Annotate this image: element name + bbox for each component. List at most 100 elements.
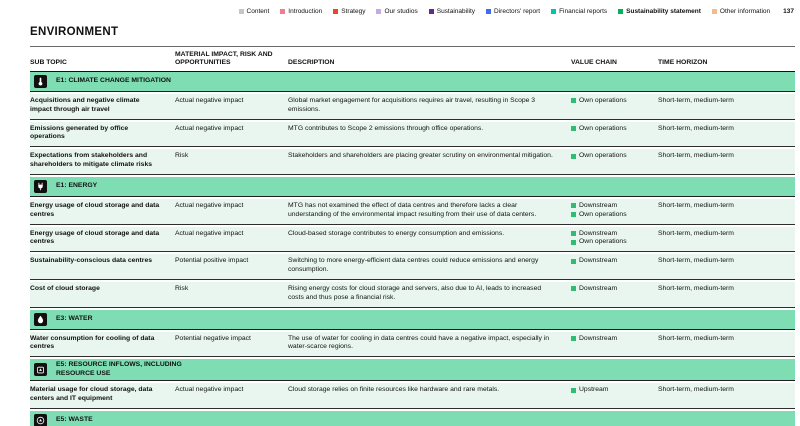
value-chain-cell: Downstream Own operations: [571, 230, 658, 248]
section-header: E5: RESOURCE INFLOWS, INCLUDING RESOURCE…: [30, 359, 795, 382]
legend-item: Our studios: [376, 8, 418, 15]
legend-label: Content: [246, 8, 270, 15]
legend-label: Directors' report: [494, 8, 541, 15]
legend-item: Financial reports: [551, 8, 607, 15]
page-number: 137: [783, 8, 794, 15]
sub-topic-cell: Expectations from stakeholders and share…: [30, 152, 153, 169]
plug-icon: [34, 179, 47, 193]
section-header: E1: CLIMATE CHANGE MITIGATION: [30, 71, 795, 92]
col-time-horizon: TIME HORIZON: [658, 59, 708, 67]
legend-item: Strategy: [333, 8, 365, 15]
table-header-row: SUB TOPIC MATERIAL IMPACT, RISK AND OPPO…: [30, 46, 795, 72]
value-chain-cell: Own operations: [571, 97, 658, 115]
value-chain-entry: Downstream: [571, 230, 644, 239]
value-chain-label: Downstream: [579, 201, 618, 209]
value-chain-entry: Downstream: [571, 202, 644, 211]
section-header: E5: WASTE: [30, 410, 795, 426]
value-chain-entry: Own operations: [571, 97, 644, 106]
legend-item: Directors' report: [486, 8, 540, 15]
value-chain-label: Own operations: [579, 210, 627, 218]
thermometer-icon: [34, 74, 47, 88]
value-chain-cell: Upstream: [571, 386, 658, 404]
value-chain-cell: Own operations: [571, 152, 658, 170]
value-chain-entry: Downstream: [571, 335, 644, 344]
time-horizon-cell: Short-term, medium-term: [658, 229, 734, 237]
value-chain-entry: Own operations: [571, 211, 644, 220]
legend-label: Sustainability: [436, 8, 476, 15]
impact-cell: Risk: [175, 284, 189, 292]
section-header: E3: WATER: [30, 309, 795, 330]
value-chain-entry: Upstream: [571, 386, 644, 395]
section-label: E5: WASTE: [56, 416, 93, 424]
description-cell: Stakeholders and shareholders are placin…: [288, 152, 553, 160]
table-row: Emissions generated by office operations…: [30, 121, 795, 148]
table-row: Water consumption for cooling of data ce…: [30, 331, 795, 358]
value-chain-bullet: [571, 286, 576, 292]
time-horizon-cell: Short-term, medium-term: [658, 334, 734, 342]
legend-swatch: [711, 9, 717, 14]
value-chain-cell: Downstream Own operations: [571, 202, 658, 220]
value-chain-cell: Downstream: [571, 335, 658, 353]
waste-icon: [34, 413, 47, 426]
description-cell: Switching to more energy-efficient data …: [288, 257, 539, 274]
table-row: Expectations from stakeholders and share…: [30, 149, 795, 175]
time-horizon-cell: Short-term, medium-term: [658, 284, 734, 292]
value-chain-entry: Downstream: [571, 257, 644, 266]
table-body: E1: CLIMATE CHANGE MITIGATION Acquisition…: [30, 71, 795, 426]
table-row: Energy usage of cloud storage and data c…: [30, 198, 795, 225]
time-horizon-cell: Short-term, medium-term: [658, 386, 734, 394]
value-chain-label: Own operations: [579, 238, 627, 246]
value-chain-bullet: [571, 98, 576, 104]
section-label: E5: RESOURCE INFLOWS, INCLUDING RESOURCE…: [56, 361, 182, 377]
legend-label: Introduction: [288, 8, 323, 15]
legend-item: Sustainability: [428, 8, 476, 15]
value-chain-cell: Own operations: [571, 125, 658, 143]
impact-cell: Potential positive impact: [175, 257, 249, 265]
time-horizon-cell: Short-term, medium-term: [658, 152, 734, 160]
legend-item: Sustainability statement: [618, 8, 701, 15]
description-cell: Global market engagement for acquisition…: [288, 96, 536, 113]
sub-topic-cell: Sustainability-conscious data centres: [30, 257, 153, 265]
sub-topic-cell: Cost of cloud storage: [30, 284, 100, 292]
value-chain-entry: Own operations: [571, 238, 644, 247]
value-chain-bullet: [571, 258, 576, 264]
value-chain-label: Own operations: [579, 124, 627, 132]
col-description: DESCRIPTION: [288, 59, 335, 67]
section-label: E1: CLIMATE CHANGE MITIGATION: [56, 77, 171, 85]
col-material-impact: MATERIAL IMPACT, RISK AND OPPORTUNITIES: [175, 51, 273, 67]
time-horizon-cell: Short-term, medium-term: [658, 257, 734, 265]
value-chain-entry: Own operations: [571, 152, 644, 161]
legend-swatch: [618, 9, 624, 14]
value-chain-cell: Downstream: [571, 285, 658, 303]
time-horizon-cell: Short-term, medium-term: [658, 96, 734, 104]
value-chain-bullet: [571, 203, 576, 209]
description-cell: MTG contributes to Scope 2 emissions thr…: [288, 124, 484, 132]
legend-swatch: [428, 9, 434, 14]
description-cell: Cloud-based storage contributes to energ…: [288, 229, 505, 237]
time-horizon-cell: Short-term, medium-term: [658, 201, 734, 209]
col-sub-topic: SUB TOPIC: [30, 59, 67, 67]
impact-cell: Actual negative impact: [175, 124, 244, 132]
legend-item: Content: [238, 8, 270, 15]
legend: Content Introduction Strategy Our studios Su…: [238, 8, 794, 15]
page-title: ENVIRONMENT: [30, 26, 119, 38]
value-chain-bullet: [571, 231, 576, 237]
legend-swatch: [486, 9, 492, 14]
value-chain-label: Downstream: [579, 284, 618, 292]
col-value-chain: VALUE CHAIN: [571, 59, 617, 67]
impact-cell: Actual negative impact: [175, 201, 244, 209]
value-chain-bullet: [571, 212, 576, 218]
resource-inflows-icon: [34, 363, 47, 377]
value-chain-label: Upstream: [579, 386, 609, 394]
value-chain-label: Downstream: [579, 257, 618, 265]
sub-topic-cell: Water consumption for cooling of data ce…: [30, 334, 155, 351]
value-chain-bullet: [571, 336, 576, 342]
legend-swatch: [376, 9, 382, 14]
legend-label: Sustainability statement: [626, 8, 701, 15]
sub-topic-cell: Material usage for cloud storage, data c…: [30, 386, 153, 403]
table-row: Material usage for cloud storage, data c…: [30, 383, 795, 409]
table-row: Acquisitions and negative climate impact…: [30, 93, 795, 120]
value-chain-label: Own operations: [579, 152, 627, 160]
legend-item: Introduction: [280, 8, 322, 15]
value-chain-label: Downstream: [579, 334, 618, 342]
